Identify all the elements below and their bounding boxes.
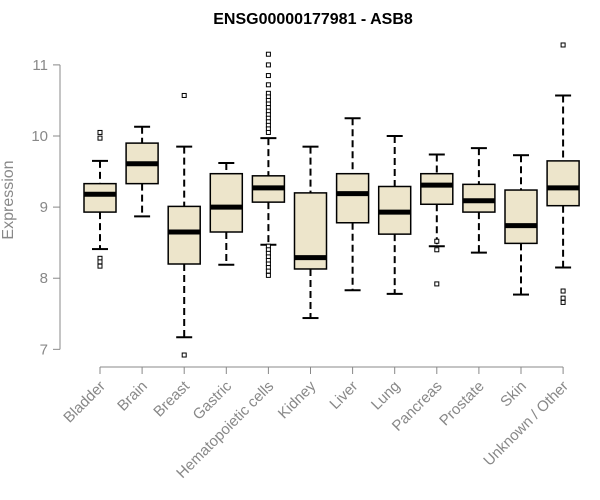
box-gastric bbox=[209, 162, 244, 266]
outlier-point bbox=[265, 129, 271, 135]
y-tick-label: 11 bbox=[32, 57, 48, 74]
box-brain bbox=[125, 125, 159, 218]
outlier-point bbox=[560, 295, 566, 301]
outlier-point bbox=[181, 352, 187, 358]
x-tick-label: Breast bbox=[150, 377, 193, 420]
box-iqr bbox=[209, 172, 244, 233]
x-tick-label: Liver bbox=[326, 378, 361, 413]
box-iqr bbox=[504, 189, 538, 245]
box-iqr bbox=[420, 172, 454, 206]
y-tick-label: 8 bbox=[40, 270, 48, 287]
x-tick-label: Lung bbox=[368, 378, 404, 414]
outlier-point bbox=[97, 129, 103, 135]
outlier-point bbox=[265, 272, 271, 278]
box-liver bbox=[335, 117, 370, 292]
chart-title: ENSG00000177981 - ASB8 bbox=[213, 11, 413, 28]
x-tick-label: Bladder bbox=[60, 378, 109, 427]
box-iqr bbox=[83, 182, 117, 213]
outlier-point bbox=[97, 263, 103, 269]
x-tick-label: Brain bbox=[114, 378, 151, 415]
outlier-point bbox=[265, 268, 271, 274]
box-iqr bbox=[167, 205, 201, 265]
outlier-point bbox=[265, 82, 271, 88]
outlier-point bbox=[265, 62, 271, 68]
y-axis-label: Expression bbox=[0, 160, 17, 239]
box-breast bbox=[167, 92, 201, 358]
box-kidney bbox=[293, 145, 328, 320]
box-hematopoietic-cells bbox=[251, 51, 286, 278]
box-pancreas bbox=[420, 153, 454, 287]
outlier-point bbox=[97, 135, 103, 141]
outlier-point bbox=[434, 247, 440, 253]
y-tick-label: 9 bbox=[40, 199, 48, 216]
outlier-point bbox=[560, 288, 566, 294]
y-tick-label: 10 bbox=[31, 128, 48, 145]
box-iqr bbox=[335, 172, 370, 224]
box-skin bbox=[504, 154, 538, 296]
box-prostate bbox=[462, 147, 496, 254]
box-lung bbox=[377, 135, 412, 295]
outlier-point bbox=[434, 281, 440, 287]
x-tick-label: Kidney bbox=[275, 377, 320, 422]
outlier-point bbox=[265, 51, 271, 57]
box-bladder bbox=[83, 129, 117, 269]
y-axis: 7 8 9 10 11 bbox=[31, 57, 61, 358]
outlier-point bbox=[97, 259, 103, 265]
outlier-point bbox=[560, 42, 566, 48]
x-tick-label: Prostate bbox=[436, 378, 488, 430]
box-unknown-other bbox=[546, 42, 580, 305]
outlier-point bbox=[181, 92, 187, 98]
outlier-point bbox=[265, 73, 271, 79]
outlier-point bbox=[434, 238, 440, 244]
x-tick-label: Skin bbox=[497, 378, 530, 411]
box-iqr bbox=[546, 160, 580, 207]
box-series bbox=[83, 42, 580, 358]
outlier-point bbox=[560, 299, 566, 305]
y-tick-label: 7 bbox=[40, 341, 48, 358]
